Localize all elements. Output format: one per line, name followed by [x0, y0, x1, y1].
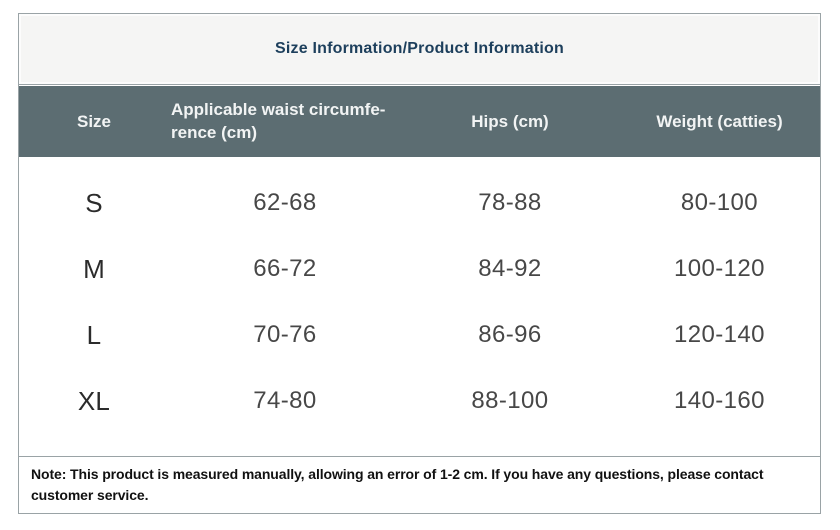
- size-value: S: [85, 187, 103, 218]
- size-value: XL: [77, 385, 111, 416]
- waist-value: 62-68: [253, 189, 317, 216]
- weight-value: 80-100: [680, 189, 759, 216]
- weight-value: 140-160: [674, 387, 765, 414]
- column-header-weight: Weight (catties): [656, 111, 783, 131]
- size-value: M: [83, 253, 105, 284]
- table-header-row: Size Applicable waist circumfe- rence (c…: [19, 86, 820, 157]
- hips-value: 88-100: [471, 387, 549, 414]
- note-box: Note: This product is measured manually,…: [19, 456, 820, 513]
- column-header-size: Size: [76, 111, 112, 131]
- hips-value: 78-88: [478, 189, 542, 216]
- table-body: S 62-68 78-88 80-100 M 66-72 84-92 100-1…: [19, 157, 820, 456]
- column-header-waist: Applicable waist circumfe- rence (cm): [169, 99, 401, 143]
- panel-title-bar: Size Information/Product Information: [19, 14, 820, 85]
- column-header-waist-line2: rence (cm): [171, 122, 257, 142]
- table-row-xl: XL 74-80 88-100 140-160: [19, 368, 820, 434]
- hips-value: 86-96: [478, 321, 542, 348]
- hips-value: 84-92: [478, 255, 542, 282]
- size-info-panel: Size Information/Product Information Siz…: [18, 13, 821, 514]
- waist-value: 66-72: [253, 255, 317, 282]
- weight-value: 120-140: [674, 321, 765, 348]
- table-row-l: L 70-76 86-96 120-140: [19, 302, 820, 368]
- column-header-hips: Hips (cm): [471, 111, 549, 131]
- waist-value: 74-80: [253, 387, 317, 414]
- note-text: Note: This product is measured manually,…: [31, 466, 764, 503]
- table-row-s: S 62-68 78-88 80-100: [19, 170, 820, 236]
- weight-value: 100-120: [674, 255, 765, 282]
- waist-value: 70-76: [253, 321, 317, 348]
- panel-title: Size Information/Product Information: [275, 40, 564, 57]
- table-row-m: M 66-72 84-92 100-120: [19, 236, 820, 302]
- size-value: L: [86, 319, 102, 350]
- column-header-waist-line1: Applicable waist circumfe-: [171, 100, 386, 120]
